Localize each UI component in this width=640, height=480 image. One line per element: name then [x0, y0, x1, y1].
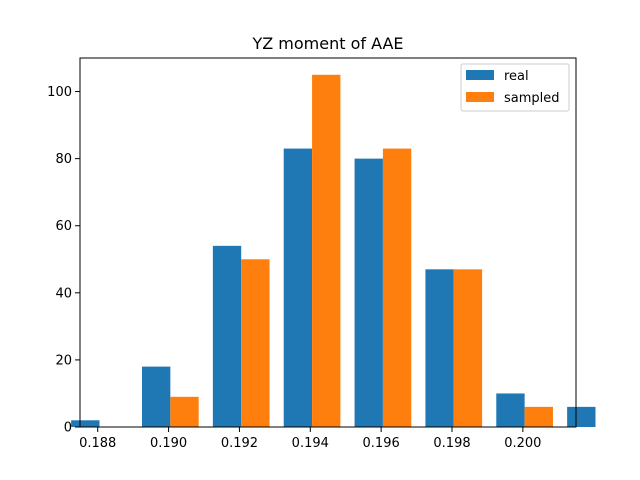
legend-swatch-sampled — [466, 92, 494, 102]
x-tick-label: 0.190 — [150, 436, 187, 451]
y-tick-label: 0 — [64, 421, 72, 436]
y-tick-label: 40 — [55, 286, 72, 301]
legend-label-sampled: sampled — [504, 91, 560, 106]
bar-sampled-5 — [453, 269, 483, 427]
y-axis: 0 20 40 60 80 100 — [47, 85, 80, 436]
x-tick-label: 0.200 — [504, 436, 541, 451]
bar-real-1 — [142, 366, 171, 427]
bar-sampled-6 — [524, 406, 553, 427]
bar-real-5 — [425, 269, 454, 427]
x-tick-label: 0.196 — [363, 436, 400, 451]
bar-real-6 — [496, 393, 525, 427]
bar-real-7 — [567, 406, 596, 427]
bar-sampled-4 — [382, 148, 412, 427]
plot-frame — [79, 57, 577, 428]
bar-real-2 — [212, 245, 242, 427]
legend: real sampled — [460, 63, 570, 112]
bar-sampled-2 — [241, 259, 270, 427]
x-tick-label: 0.194 — [292, 436, 329, 451]
x-tick-label: 0.192 — [221, 436, 258, 451]
chart-title: YZ moment of AAE — [251, 34, 403, 53]
y-tick-label: 80 — [55, 152, 72, 167]
x-tick-label: 0.188 — [79, 436, 116, 451]
legend-swatch-real — [466, 70, 494, 80]
y-tick-label: 60 — [55, 219, 72, 234]
bar-real-4 — [354, 158, 383, 428]
bar-sampled-1 — [170, 396, 199, 427]
x-axis: 0.188 0.190 0.192 0.194 0.196 0.198 0.200 — [79, 427, 541, 451]
bar-real-0 — [71, 420, 100, 427]
bar-sampled-3 — [312, 74, 341, 427]
x-tick-label: 0.198 — [433, 436, 470, 451]
y-tick-label: 100 — [47, 85, 72, 100]
legend-label-real: real — [504, 69, 529, 84]
bar-real-3 — [283, 148, 313, 427]
y-tick-label: 20 — [55, 353, 72, 368]
bars-layer — [71, 74, 596, 428]
